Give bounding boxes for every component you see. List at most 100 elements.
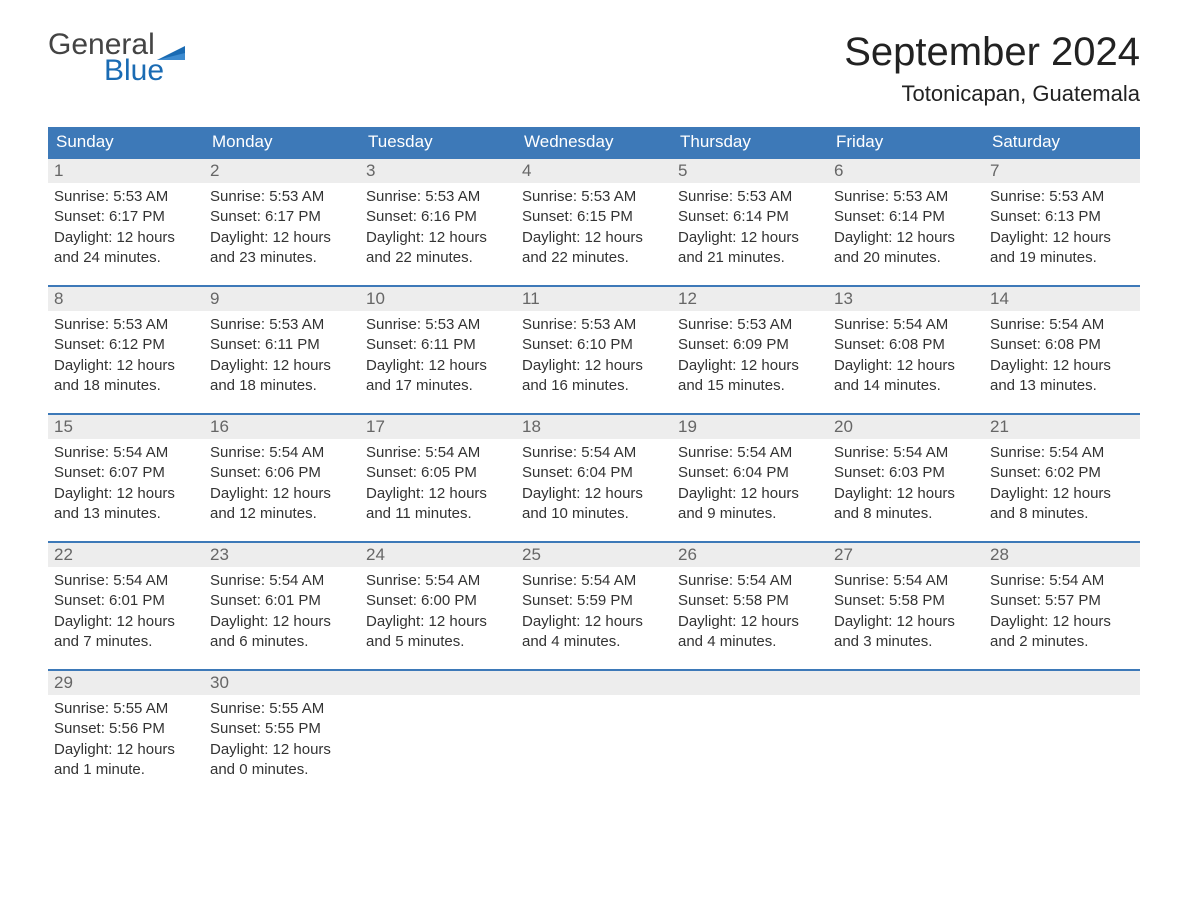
day-number: 23 — [204, 543, 360, 567]
day-details: Sunrise: 5:54 AMSunset: 6:08 PMDaylight:… — [828, 311, 984, 410]
sunrise-text: Sunrise: 5:53 AM — [522, 315, 666, 335]
title-block: September 2024 Totonicapan, Guatemala — [844, 30, 1140, 107]
daylight-text-line1: Daylight: 12 hours — [522, 612, 666, 632]
daylight-text-line1: Daylight: 12 hours — [54, 484, 198, 504]
day-number-bar: 13 — [828, 285, 984, 311]
sunset-text: Sunset: 5:58 PM — [678, 591, 822, 611]
calendar-day-cell: 22Sunrise: 5:54 AMSunset: 6:01 PMDayligh… — [48, 541, 204, 669]
daylight-text-line2: and 16 minutes. — [522, 376, 666, 396]
sunset-text: Sunset: 6:03 PM — [834, 463, 978, 483]
daylight-text-line2: and 22 minutes. — [366, 248, 510, 268]
day-details: Sunrise: 5:55 AMSunset: 5:56 PMDaylight:… — [48, 695, 204, 794]
day-number-bar: 2 — [204, 157, 360, 183]
daylight-text-line2: and 18 minutes. — [54, 376, 198, 396]
calendar-week-row: 8Sunrise: 5:53 AMSunset: 6:12 PMDaylight… — [48, 285, 1140, 413]
day-details: Sunrise: 5:54 AMSunset: 6:08 PMDaylight:… — [984, 311, 1140, 410]
sunset-text: Sunset: 5:55 PM — [210, 719, 354, 739]
daylight-text-line1: Daylight: 12 hours — [678, 612, 822, 632]
page-title: September 2024 — [844, 30, 1140, 75]
day-number-bar: 24 — [360, 541, 516, 567]
day-number: 4 — [516, 159, 672, 183]
daylight-text-line1: Daylight: 12 hours — [366, 612, 510, 632]
sunrise-text: Sunrise: 5:53 AM — [54, 187, 198, 207]
day-details: Sunrise: 5:53 AMSunset: 6:15 PMDaylight:… — [516, 183, 672, 282]
day-number-bar: 19 — [672, 413, 828, 439]
location-subtitle: Totonicapan, Guatemala — [844, 81, 1140, 107]
day-number: 20 — [828, 415, 984, 439]
daylight-text-line2: and 14 minutes. — [834, 376, 978, 396]
brand-logo: General Blue — [48, 30, 185, 86]
day-number-bar: 6 — [828, 157, 984, 183]
calendar-day-cell: 29Sunrise: 5:55 AMSunset: 5:56 PMDayligh… — [48, 669, 204, 797]
daylight-text-line1: Daylight: 12 hours — [990, 484, 1134, 504]
day-number: 14 — [984, 287, 1140, 311]
day-details: Sunrise: 5:54 AMSunset: 6:07 PMDaylight:… — [48, 439, 204, 538]
day-details: Sunrise: 5:54 AMSunset: 6:01 PMDaylight:… — [48, 567, 204, 666]
daylight-text-line1: Daylight: 12 hours — [522, 228, 666, 248]
day-number — [828, 671, 984, 695]
day-details: Sunrise: 5:53 AMSunset: 6:12 PMDaylight:… — [48, 311, 204, 410]
header: General Blue September 2024 Totonicapan,… — [48, 30, 1140, 107]
day-details: Sunrise: 5:53 AMSunset: 6:11 PMDaylight:… — [204, 311, 360, 410]
daylight-text-line1: Daylight: 12 hours — [678, 356, 822, 376]
sunrise-text: Sunrise: 5:54 AM — [834, 315, 978, 335]
daylight-text-line2: and 5 minutes. — [366, 632, 510, 652]
day-details: Sunrise: 5:53 AMSunset: 6:13 PMDaylight:… — [984, 183, 1140, 282]
day-number-bar: 18 — [516, 413, 672, 439]
day-number: 18 — [516, 415, 672, 439]
sunrise-text: Sunrise: 5:54 AM — [366, 443, 510, 463]
sunset-text: Sunset: 6:00 PM — [366, 591, 510, 611]
day-details: Sunrise: 5:54 AMSunset: 5:57 PMDaylight:… — [984, 567, 1140, 666]
sunrise-text: Sunrise: 5:55 AM — [54, 699, 198, 719]
brand-blue-text: Blue — [104, 56, 185, 86]
daylight-text-line2: and 10 minutes. — [522, 504, 666, 524]
calendar-week-row: 1Sunrise: 5:53 AMSunset: 6:17 PMDaylight… — [48, 157, 1140, 285]
calendar-day-cell: 8Sunrise: 5:53 AMSunset: 6:12 PMDaylight… — [48, 285, 204, 413]
day-details: Sunrise: 5:53 AMSunset: 6:11 PMDaylight:… — [360, 311, 516, 410]
sunset-text: Sunset: 5:56 PM — [54, 719, 198, 739]
day-details: Sunrise: 5:53 AMSunset: 6:16 PMDaylight:… — [360, 183, 516, 282]
calendar-day-cell: 24Sunrise: 5:54 AMSunset: 6:00 PMDayligh… — [360, 541, 516, 669]
calendar-day-cell — [360, 669, 516, 797]
weekday-header: Monday — [204, 127, 360, 157]
daylight-text-line1: Daylight: 12 hours — [366, 228, 510, 248]
sunset-text: Sunset: 6:01 PM — [54, 591, 198, 611]
sunrise-text: Sunrise: 5:54 AM — [210, 443, 354, 463]
day-number-bar: 11 — [516, 285, 672, 311]
daylight-text-line1: Daylight: 12 hours — [210, 356, 354, 376]
daylight-text-line1: Daylight: 12 hours — [522, 484, 666, 504]
daylight-text-line2: and 15 minutes. — [678, 376, 822, 396]
day-number-bar: 14 — [984, 285, 1140, 311]
sunset-text: Sunset: 6:14 PM — [834, 207, 978, 227]
day-number: 29 — [48, 671, 204, 695]
sunset-text: Sunset: 6:04 PM — [522, 463, 666, 483]
daylight-text-line2: and 8 minutes. — [834, 504, 978, 524]
daylight-text-line2: and 22 minutes. — [522, 248, 666, 268]
day-number: 28 — [984, 543, 1140, 567]
daylight-text-line1: Daylight: 12 hours — [678, 484, 822, 504]
day-number-bar: 3 — [360, 157, 516, 183]
day-number: 1 — [48, 159, 204, 183]
day-number-bar — [828, 669, 984, 695]
weekday-header: Thursday — [672, 127, 828, 157]
day-number — [984, 671, 1140, 695]
sunrise-text: Sunrise: 5:54 AM — [678, 571, 822, 591]
daylight-text-line1: Daylight: 12 hours — [210, 228, 354, 248]
day-number: 13 — [828, 287, 984, 311]
sunrise-text: Sunrise: 5:53 AM — [210, 187, 354, 207]
day-number: 15 — [48, 415, 204, 439]
daylight-text-line2: and 17 minutes. — [366, 376, 510, 396]
sunrise-text: Sunrise: 5:54 AM — [54, 571, 198, 591]
sunrise-text: Sunrise: 5:54 AM — [990, 315, 1134, 335]
calendar-day-cell — [828, 669, 984, 797]
sunset-text: Sunset: 6:12 PM — [54, 335, 198, 355]
day-number-bar: 15 — [48, 413, 204, 439]
sunset-text: Sunset: 6:17 PM — [210, 207, 354, 227]
day-number: 8 — [48, 287, 204, 311]
day-number: 12 — [672, 287, 828, 311]
daylight-text-line2: and 7 minutes. — [54, 632, 198, 652]
calendar-table: Sunday Monday Tuesday Wednesday Thursday… — [48, 127, 1140, 797]
day-number — [516, 671, 672, 695]
calendar-day-cell: 17Sunrise: 5:54 AMSunset: 6:05 PMDayligh… — [360, 413, 516, 541]
weekday-header: Friday — [828, 127, 984, 157]
